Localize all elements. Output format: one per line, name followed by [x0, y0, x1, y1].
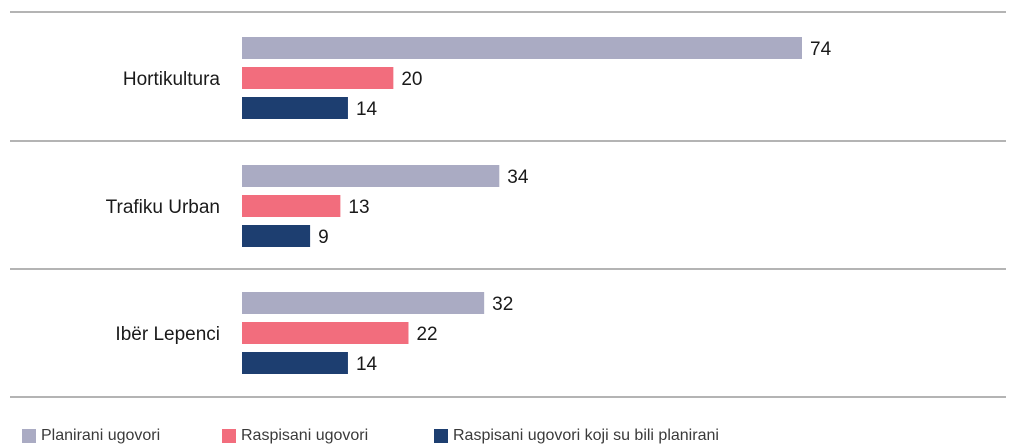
bar-chart: Hortikultura 74 20 14 Trafiku Urban 34 13 9 Ibër… — [10, 11, 1006, 398]
legend-swatch-planirani — [22, 429, 36, 443]
category-label: Ibër Lepenci — [115, 324, 220, 345]
bar — [242, 225, 311, 247]
legend-item-planirani: Planirani ugovori — [22, 427, 222, 445]
legend-label-raspisani-planirani: Raspisani ugovori koji su bili planirani — [453, 427, 719, 444]
value-label: 74 — [810, 39, 832, 60]
bar — [242, 97, 348, 119]
legend-label-raspisani: Raspisani ugovori — [241, 427, 369, 444]
value-label: 14 — [356, 99, 378, 120]
value-label: 20 — [401, 69, 422, 90]
bar — [242, 322, 409, 344]
legend-label-planirani: Planirani ugovori — [41, 427, 161, 444]
value-label: 32 — [492, 294, 513, 315]
legend: Planirani ugovori Raspisani ugovori Rasp… — [22, 427, 719, 445]
bar — [242, 352, 348, 374]
legend-swatch-raspisani-planirani — [434, 429, 448, 443]
bar — [242, 37, 802, 59]
value-label: 34 — [507, 167, 529, 188]
value-label: 14 — [356, 354, 378, 375]
bar — [242, 292, 485, 314]
value-label: 13 — [348, 197, 369, 218]
value-label: 22 — [416, 324, 437, 345]
legend-item-raspisani: Raspisani ugovori — [222, 427, 434, 445]
category-label: Hortikultura — [123, 69, 221, 90]
legend-swatch-raspisani — [222, 429, 236, 443]
bar — [242, 195, 341, 217]
bar — [242, 67, 394, 89]
value-label: 9 — [318, 227, 329, 248]
bar — [242, 165, 500, 187]
legend-item-raspisani-planirani: Raspisani ugovori koji su bili planirani — [434, 427, 719, 445]
category-label: Trafiku Urban — [106, 197, 220, 218]
